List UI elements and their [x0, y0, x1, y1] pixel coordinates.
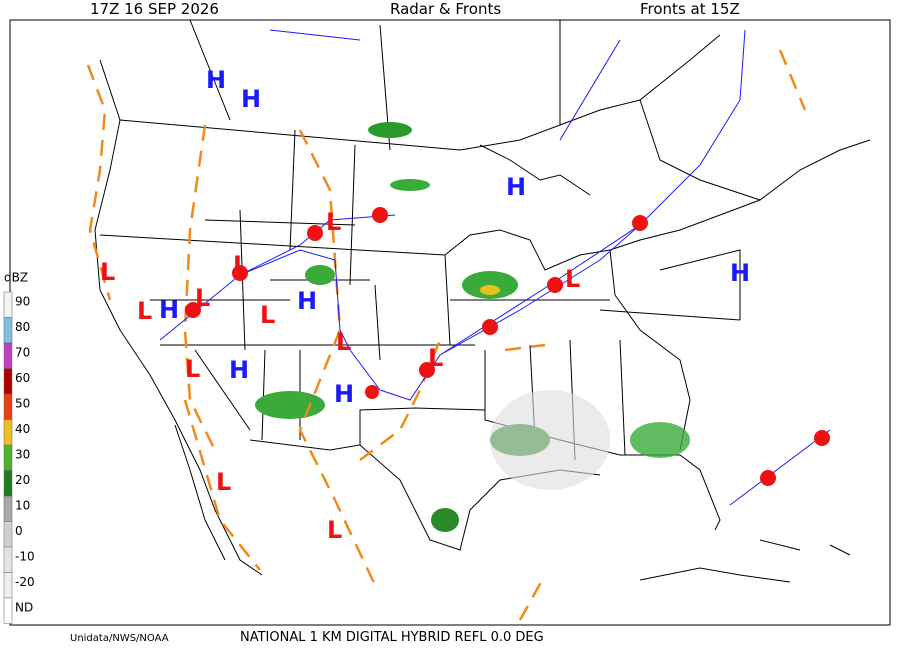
- pressure-center: H: [241, 85, 261, 113]
- scale-swatch: [3, 597, 13, 624]
- scale-label: 60: [15, 371, 30, 385]
- scale-swatch: [3, 317, 13, 344]
- echo: [255, 391, 325, 419]
- color-scale: dBZ 90 80 70 60 50 40 30 20 10 0 -10 -20 ND: [3, 271, 35, 624]
- pressure-center: L: [326, 208, 341, 236]
- pressure-center: H: [229, 356, 249, 384]
- footer-credit: Unidata/NWS/NOAA: [70, 633, 169, 644]
- scale-label: 80: [15, 320, 30, 334]
- scale-label: -20: [15, 575, 35, 589]
- pressure-center: L: [336, 328, 351, 356]
- header-time: 17Z 16 SEP 2026: [90, 0, 219, 18]
- scale-swatch: [3, 470, 13, 497]
- warm-front-symbol: [632, 215, 648, 231]
- header-title: Radar & Fronts: [390, 0, 501, 18]
- warm-front-symbol: [372, 207, 388, 223]
- pressure-center: H: [730, 259, 750, 287]
- pressure-center: L: [100, 258, 115, 286]
- echo: [368, 122, 412, 138]
- scale-label: 30: [15, 448, 30, 462]
- scale-label: -10: [15, 550, 35, 564]
- warm-front-symbol: [307, 225, 323, 241]
- warm-front-symbol: [482, 319, 498, 335]
- pressure-center: L: [185, 355, 200, 383]
- scale-swatch: [3, 572, 13, 599]
- echo: [480, 285, 500, 295]
- warm-front-symbol: [185, 302, 201, 318]
- pressure-center: H: [297, 287, 317, 315]
- scale-swatch: [3, 393, 13, 420]
- pressure-center: H: [159, 296, 179, 324]
- pressure-center: L: [565, 265, 580, 293]
- pressure-center: H: [206, 66, 226, 94]
- scale-swatch: [3, 495, 13, 522]
- echo: [305, 265, 335, 285]
- echo: [490, 390, 610, 490]
- scale-swatch: [3, 521, 13, 548]
- echo: [630, 422, 690, 458]
- pressure-center: L: [216, 468, 231, 496]
- warm-front-symbol: [419, 362, 435, 378]
- pressure-center: L: [233, 251, 248, 279]
- scale-swatch: [3, 419, 13, 446]
- pressure-center: L: [327, 516, 342, 544]
- warm-front-symbol: [365, 385, 379, 399]
- scale-label: ND: [15, 601, 33, 615]
- scale-label: 10: [15, 499, 30, 513]
- scale-unit: dBZ: [4, 271, 28, 285]
- warm-front-symbol: [814, 430, 830, 446]
- footer-product: NATIONAL 1 KM DIGITAL HYBRID REFL 0.0 DE…: [240, 630, 544, 645]
- scale-label: 0: [15, 524, 23, 538]
- pressure-center: H: [334, 380, 354, 408]
- warm-front-symbol: [760, 470, 776, 486]
- pressure-center: H: [506, 173, 526, 201]
- scale-label: 70: [15, 346, 30, 360]
- pressure-center: L: [428, 344, 443, 372]
- warm-front-symbol: [547, 277, 563, 293]
- scale-swatch: [3, 291, 13, 318]
- scale-label: 50: [15, 397, 30, 411]
- scale-label: 90: [15, 295, 30, 309]
- echo: [390, 179, 430, 191]
- header-fronts-time: Fronts at 15Z: [640, 0, 740, 18]
- radar-echoes: [255, 122, 690, 532]
- pressure-center: L: [260, 301, 275, 329]
- echo: [431, 508, 459, 532]
- scale-swatch: [3, 368, 13, 395]
- scale-swatch: [3, 546, 13, 573]
- scale-swatch: [3, 444, 13, 471]
- scale-swatch: [3, 342, 13, 369]
- pressure-center: L: [137, 297, 152, 325]
- pressure-center: L: [195, 284, 210, 312]
- fronts: [86, 29, 831, 621]
- scale-label: 20: [15, 473, 30, 487]
- scale-label: 40: [15, 422, 30, 436]
- warm-front-symbol: [232, 265, 248, 281]
